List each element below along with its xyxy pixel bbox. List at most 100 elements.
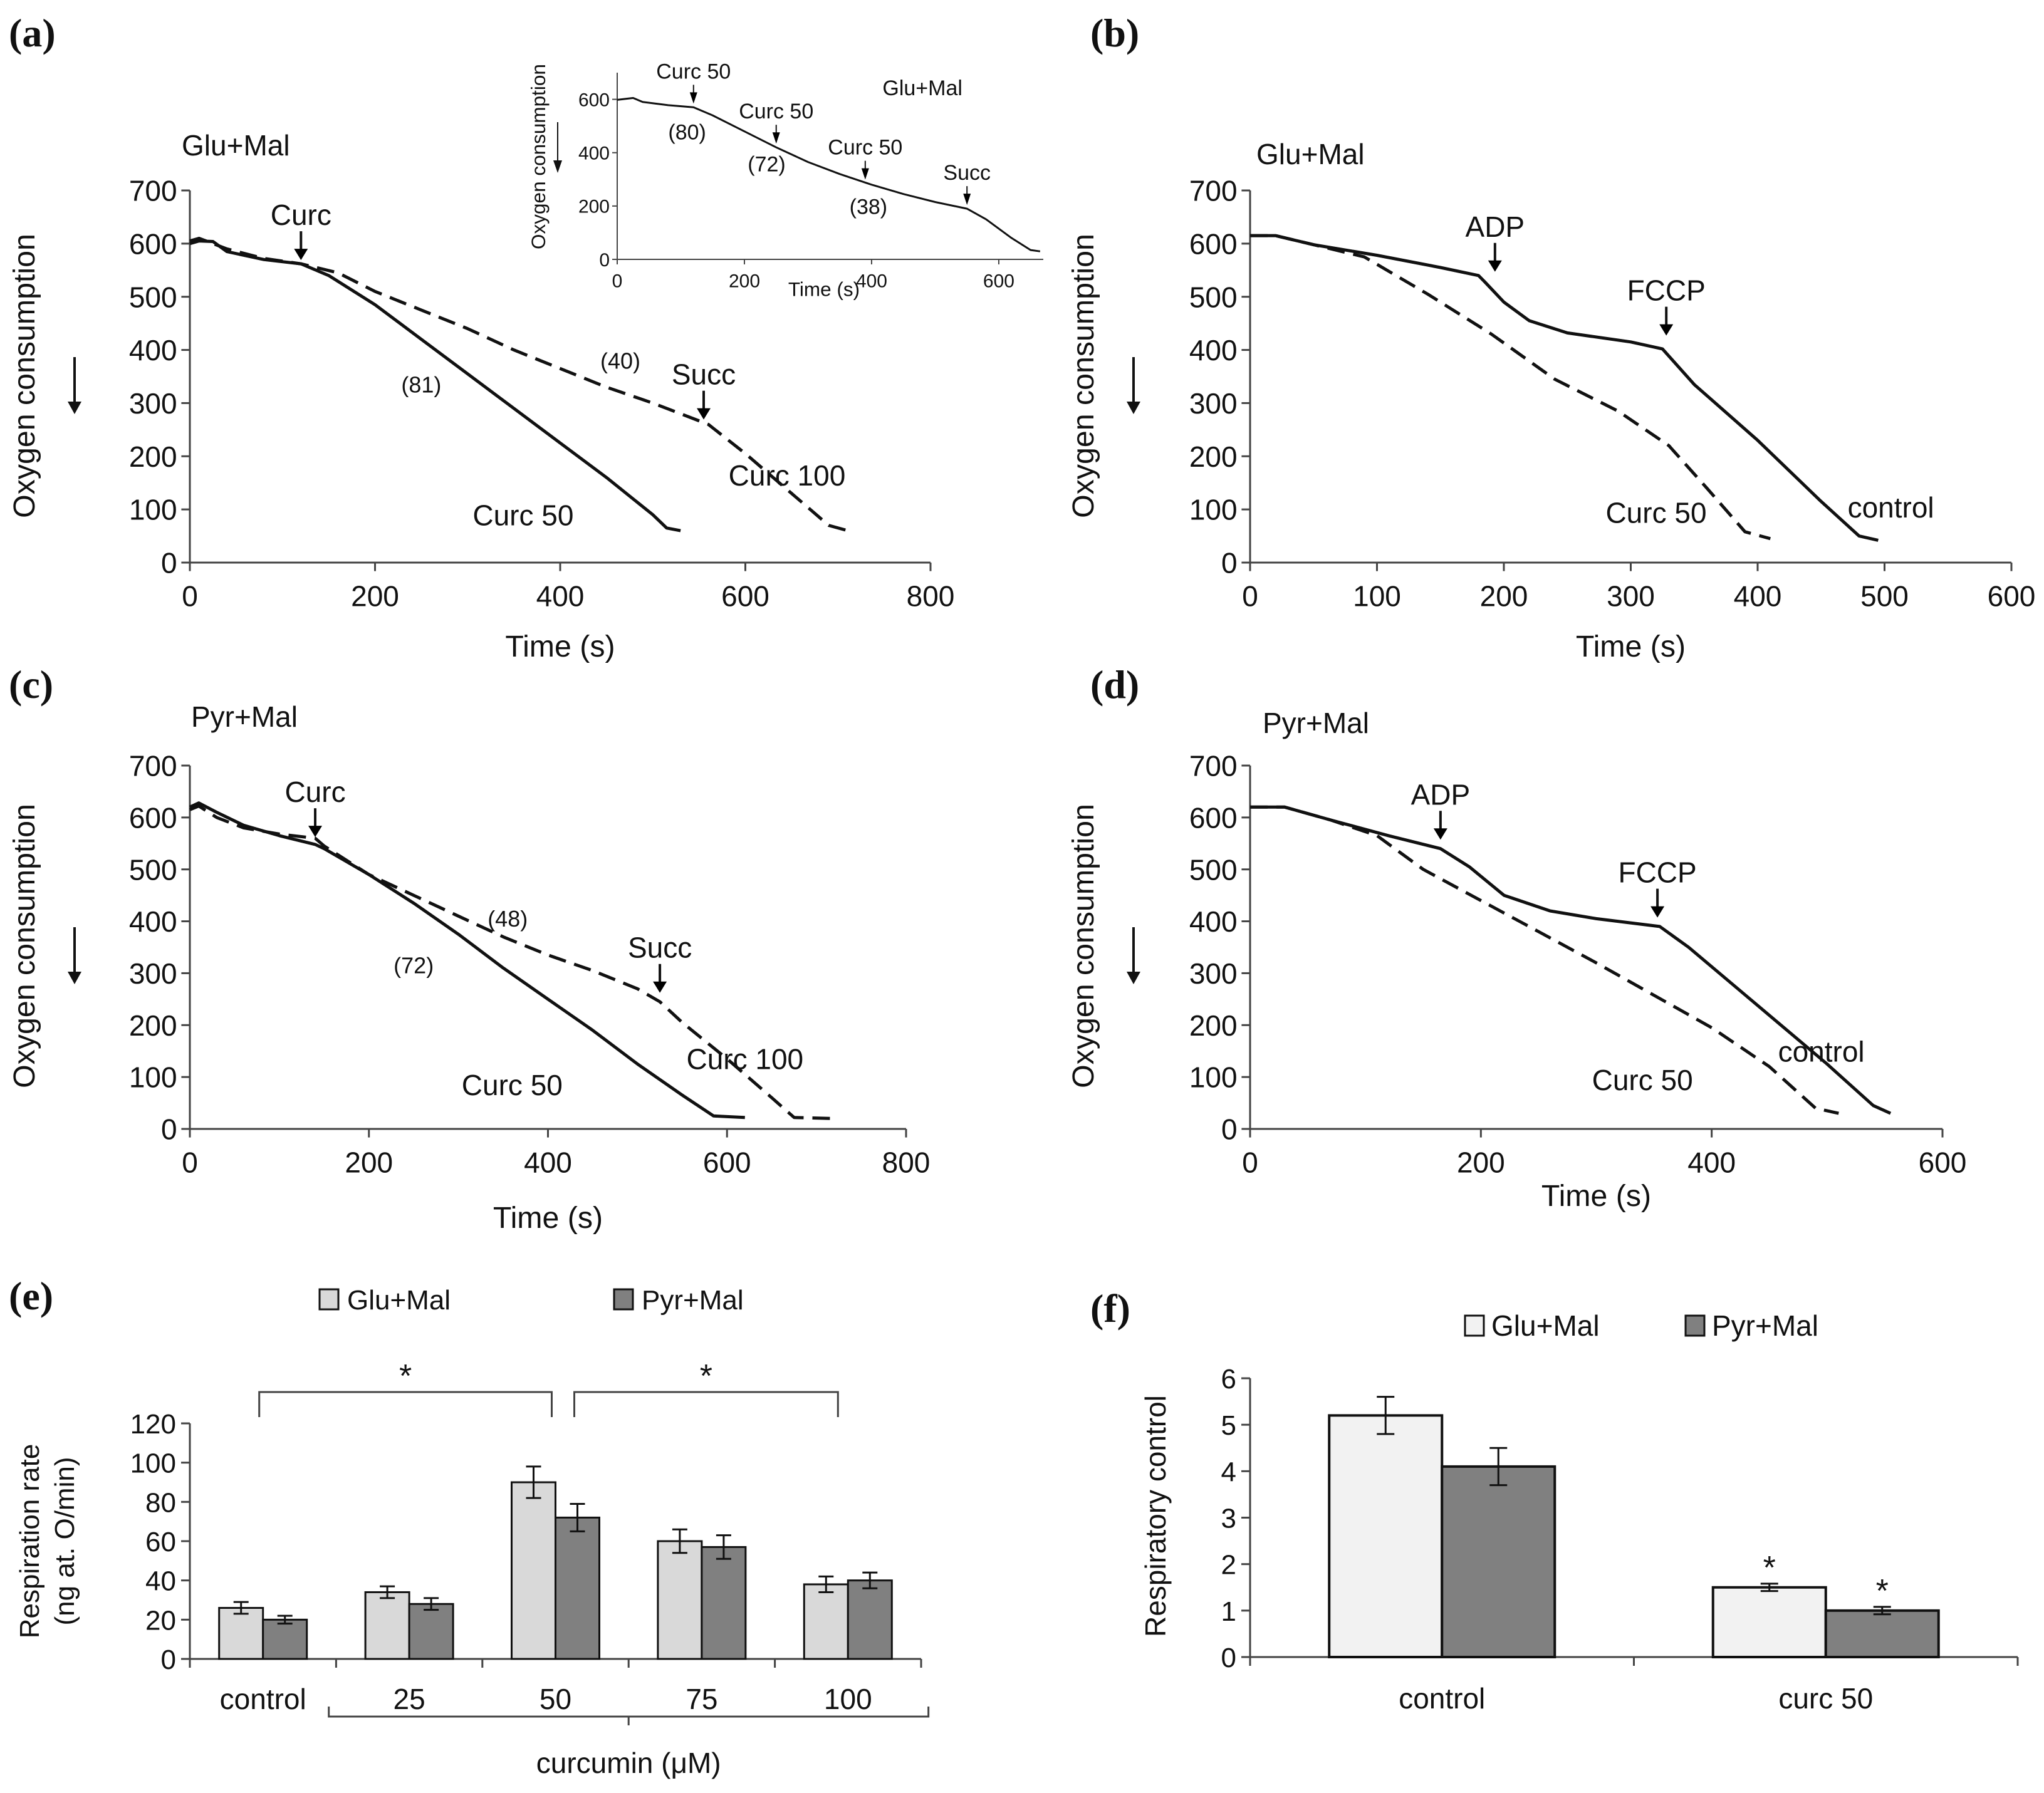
annotation-label: ADP (1466, 210, 1525, 243)
x-tick-label: 400 (1687, 1146, 1736, 1178)
y-tick-label: 300 (129, 957, 177, 990)
chart-title: Glu+Mal (1256, 138, 1365, 170)
x-tick-label: curc 50 (1778, 1682, 1873, 1715)
annotation-arrow-head-icon (308, 826, 323, 838)
bar-Glu+Mal (364, 1591, 410, 1660)
y-tick-label: 120 (130, 1409, 176, 1440)
annotation-label: Curc (284, 776, 345, 808)
y-tick-label: 3 (1221, 1504, 1236, 1534)
x-tick-label: 200 (1457, 1146, 1505, 1178)
y-tick-label: 1 (1221, 1596, 1236, 1627)
annotation-label: Succ (672, 358, 736, 391)
panel-label: (b) (1090, 11, 1139, 55)
y-tick-label: 6 (1221, 1364, 1236, 1395)
bar-Pyr+Mal (262, 1618, 308, 1660)
y-tick-label: 0 (1221, 1643, 1236, 1673)
annotation-label: Curc 50 (739, 100, 813, 123)
legend-swatch (318, 1288, 340, 1311)
x-tick-label: 300 (1607, 579, 1655, 612)
annotation-label: control (1848, 491, 1934, 524)
y-tick-label: 5 (1221, 1410, 1236, 1441)
y-tick-label: 500 (1189, 281, 1238, 313)
y-tick-label: 400 (129, 334, 177, 366)
chart-title: Pyr+Mal (1263, 707, 1369, 739)
y-tick-label: 300 (129, 387, 177, 420)
x-tick-label: 400 (524, 1146, 572, 1178)
bar-Glu+Mal (1711, 1586, 1827, 1658)
y-tick-label: 300 (1189, 957, 1238, 990)
x-axis-title: Time (s) (505, 630, 615, 663)
panel-label: (e) (9, 1274, 53, 1318)
series-line-b-0 (1250, 234, 1879, 542)
chart-title: Glu+Mal (182, 129, 290, 162)
annotation-label: Curc 100 (686, 1043, 803, 1076)
x-tick-label: 200 (729, 271, 760, 292)
bar-Glu+Mal (657, 1540, 703, 1660)
y-tick-label: 400 (578, 143, 610, 164)
x-axis-title: Time (s) (1576, 630, 1686, 663)
annotation-label: (72) (394, 952, 434, 978)
x-tick-label: 0 (1242, 579, 1258, 612)
series-line-a_inset-0 (617, 96, 1041, 252)
annotation-label: (81) (401, 372, 441, 397)
group-bracket (328, 1707, 930, 1725)
annotation-arrow-head-icon (963, 194, 971, 205)
x-tick-label: 800 (882, 1146, 931, 1178)
significance-bracket (573, 1391, 839, 1417)
annotation-label: (72) (748, 153, 785, 177)
annotation-label: Curc 100 (729, 459, 846, 492)
y-tick-label: 500 (1189, 853, 1238, 886)
series-line-d-0 (1250, 805, 1892, 1115)
down-arrow-head-icon (68, 402, 81, 414)
x-tick-label: 75 (686, 1683, 717, 1715)
annotation-arrow-head-icon (653, 981, 667, 993)
y-tick-label: 100 (129, 494, 177, 526)
y-tick-label: 300 (1189, 387, 1238, 420)
y-tick-label: 0 (1221, 1113, 1238, 1146)
significance-star: * (399, 1358, 412, 1395)
annotation-label: Curc 50 (1592, 1064, 1693, 1096)
legend-label: Glu+Mal (1491, 1309, 1600, 1342)
x-tick-label: 200 (1480, 579, 1528, 612)
y-axis-title: Oxygen consumption (1066, 234, 1100, 518)
x-tick-label: 50 (540, 1683, 571, 1715)
panel-label: (f) (1090, 1286, 1130, 1331)
y-tick-label: 600 (578, 90, 610, 110)
chart-title: Glu+Mal (882, 76, 962, 100)
y-tick-label: 0 (1221, 547, 1238, 579)
x-tick-label: 600 (1919, 1146, 1967, 1178)
y-tick-label: 60 (145, 1527, 176, 1557)
x-tick-label: 500 (1860, 579, 1909, 612)
y-tick-label: 2 (1221, 1550, 1236, 1581)
y-tick-label: 4 (1221, 1457, 1236, 1487)
bar-Glu+Mal (218, 1607, 264, 1660)
legend-swatch (613, 1288, 634, 1311)
x-axis-title: Time (s) (788, 278, 860, 301)
y-tick-label: 400 (129, 905, 177, 938)
x-tick-label: 800 (907, 579, 955, 612)
y-tick-label: 200 (1189, 440, 1238, 473)
y-axis-title: Respiration rate (14, 1444, 45, 1639)
legend-label: Pyr+Mal (642, 1285, 744, 1316)
legend-label: Pyr+Mal (1712, 1309, 1818, 1342)
y-tick-label: 700 (129, 175, 177, 207)
chart-c: 0 100 200 300 400 500 600 700 0 200 400 600 800 Time … (8, 662, 930, 1235)
annotation-arrow-head-icon (1433, 828, 1447, 840)
y-tick-label: 400 (1189, 334, 1238, 366)
y-tick-label: 600 (1189, 801, 1238, 834)
y-axis-title: (ng at. O/min) (50, 1457, 80, 1626)
x-tick-label: 200 (351, 579, 399, 612)
annotation-label: Curc 50 (656, 60, 731, 83)
annotation-arrow-head-icon (1650, 906, 1665, 918)
y-tick-label: 200 (129, 1009, 177, 1042)
down-arrow-head-icon (1127, 402, 1140, 414)
annotation-label: (40) (600, 348, 640, 373)
bar-Pyr+Mal (555, 1516, 600, 1660)
y-tick-label: 100 (1189, 494, 1238, 526)
bar-Glu+Mal (803, 1583, 849, 1660)
chart-f: 0 1 2 3 4 5 6 control curc 50 * * Glu+Mal Pyr+Mal Res… (1090, 1286, 2019, 1715)
y-tick-label: 700 (1189, 175, 1238, 207)
series-line-b-1 (1250, 234, 1771, 541)
y-tick-label: 100 (129, 1061, 177, 1094)
y-tick-label: 80 (145, 1487, 176, 1518)
